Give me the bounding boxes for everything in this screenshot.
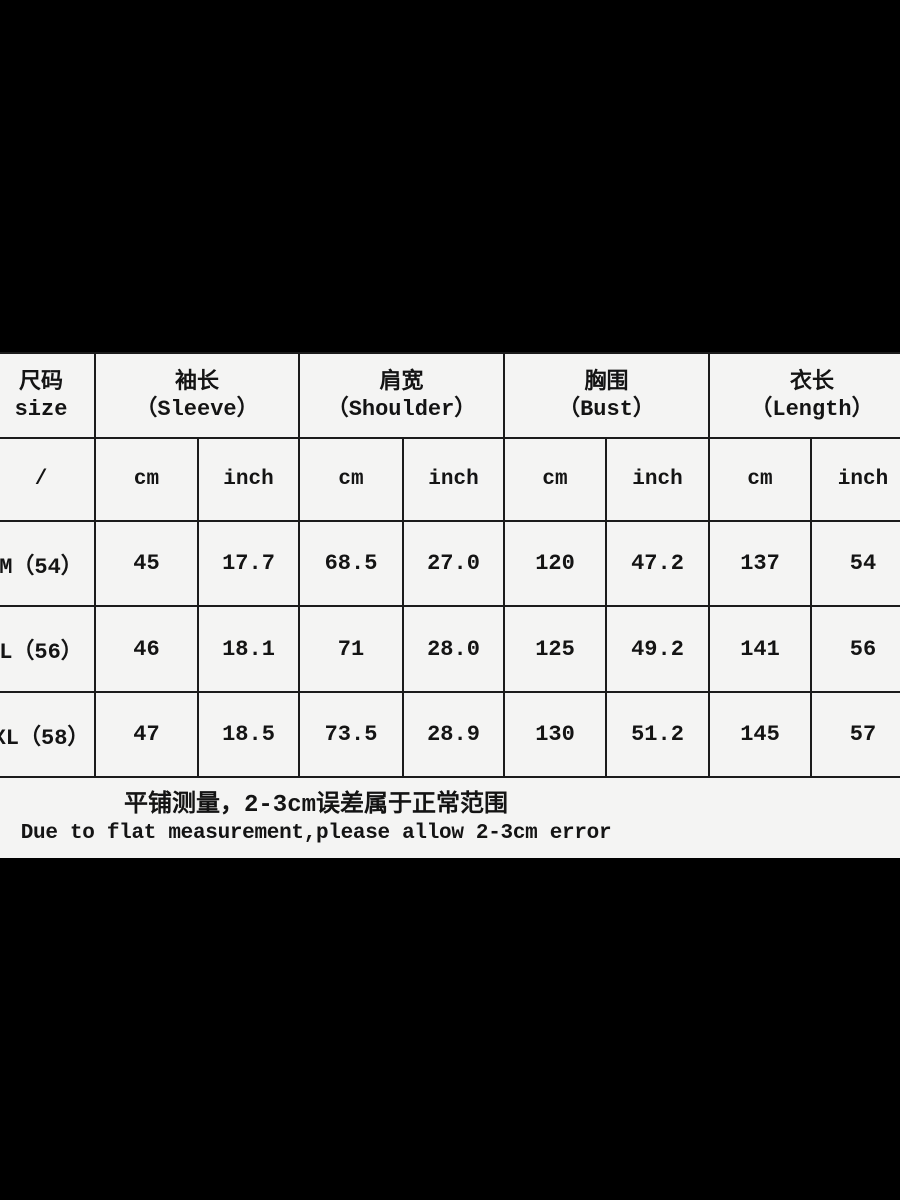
l-bust-inch: 49.2 — [605, 605, 710, 693]
m-bust-cm: 120 — [503, 520, 607, 607]
l-shoulder-cm: 71 — [298, 605, 404, 693]
col-header-bust: 胸围 （Bust） — [503, 352, 710, 439]
col-header-sleeve-cn: 袖长 — [174, 369, 219, 395]
l-bust-cm: 125 — [503, 605, 607, 693]
units-sleeve-inch: inch — [197, 437, 300, 522]
m-length-cm: 137 — [708, 520, 812, 607]
col-header-size: 尺码 size — [0, 352, 96, 439]
table-units-row: / cm inch cm inch cm inch cm inch — [0, 437, 900, 522]
xl-shoulder-cm: 73.5 — [298, 691, 404, 778]
xl-shoulder-inch: 28.9 — [402, 691, 505, 778]
xl-sleeve-cm: 47 — [94, 691, 199, 778]
table-header-row: 尺码 size 袖长 （Sleeve） 肩宽 （Shoulder） 胸围 （Bu… — [0, 352, 900, 439]
measurement-note-en: Due to flat measurement,please allow 2-3… — [20, 822, 612, 845]
col-header-shoulder-en: （Shoulder） — [326, 396, 477, 422]
row-label-l: L（56） — [0, 605, 96, 693]
col-header-sleeve: 袖长 （Sleeve） — [94, 352, 300, 439]
units-size-placeholder: / — [0, 437, 96, 522]
l-length-cm: 141 — [708, 605, 812, 693]
col-header-shoulder: 肩宽 （Shoulder） — [298, 352, 505, 439]
col-header-length-cn: 衣长 — [789, 369, 834, 395]
col-header-size-en: size — [14, 396, 68, 422]
m-shoulder-cm: 68.5 — [298, 520, 404, 607]
m-sleeve-inch: 17.7 — [197, 520, 300, 607]
m-shoulder-inch: 27.0 — [402, 520, 505, 607]
col-header-shoulder-cn: 肩宽 — [379, 369, 424, 395]
size-chart-table: 尺码 size 袖长 （Sleeve） 肩宽 （Shoulder） 胸围 （Bu… — [0, 352, 900, 778]
xl-sleeve-inch: 18.5 — [197, 691, 300, 778]
measurement-note-cn: 平铺测量，2-3cm误差属于正常范围 — [123, 792, 508, 819]
xl-bust-cm: 130 — [503, 691, 607, 778]
col-header-length: 衣长 （Length） — [708, 352, 900, 439]
row-label-m: M（54） — [0, 520, 96, 607]
units-shoulder-cm: cm — [298, 437, 404, 522]
xl-length-cm: 145 — [708, 691, 812, 778]
col-header-sleeve-en: （Sleeve） — [135, 396, 259, 422]
units-length-inch: inch — [810, 437, 900, 522]
l-sleeve-cm: 46 — [94, 605, 199, 693]
m-sleeve-cm: 45 — [94, 520, 199, 607]
row-label-xl: XL（58） — [0, 691, 96, 778]
table-row-xl: XL（58） 47 18.5 73.5 28.9 130 51.2 145 57 — [0, 691, 900, 778]
table-row-l: L（56） 46 18.1 71 28.0 125 49.2 141 56 — [0, 605, 900, 693]
size-chart-panel: 尺码 size 袖长 （Sleeve） 肩宽 （Shoulder） 胸围 （Bu… — [0, 352, 900, 858]
m-bust-inch: 47.2 — [605, 520, 710, 607]
units-sleeve-cm: cm — [94, 437, 199, 522]
m-length-inch: 54 — [810, 520, 900, 607]
col-header-bust-cn: 胸围 — [584, 369, 629, 395]
l-shoulder-inch: 28.0 — [402, 605, 505, 693]
units-bust-cm: cm — [503, 437, 607, 522]
table-row-m: M（54） 45 17.7 68.5 27.0 120 47.2 137 54 — [0, 520, 900, 607]
units-length-cm: cm — [708, 437, 812, 522]
col-header-bust-en: （Bust） — [558, 396, 655, 422]
col-header-size-cn: 尺码 — [18, 369, 63, 395]
units-bust-inch: inch — [605, 437, 710, 522]
col-header-length-en: （Length） — [750, 396, 874, 422]
l-length-inch: 56 — [810, 605, 900, 693]
xl-length-inch: 57 — [810, 691, 900, 778]
xl-bust-inch: 51.2 — [605, 691, 710, 778]
l-sleeve-inch: 18.1 — [197, 605, 300, 693]
units-shoulder-inch: inch — [402, 437, 505, 522]
measurement-note: 平铺测量，2-3cm误差属于正常范围 Due to flat measureme… — [0, 792, 632, 847]
